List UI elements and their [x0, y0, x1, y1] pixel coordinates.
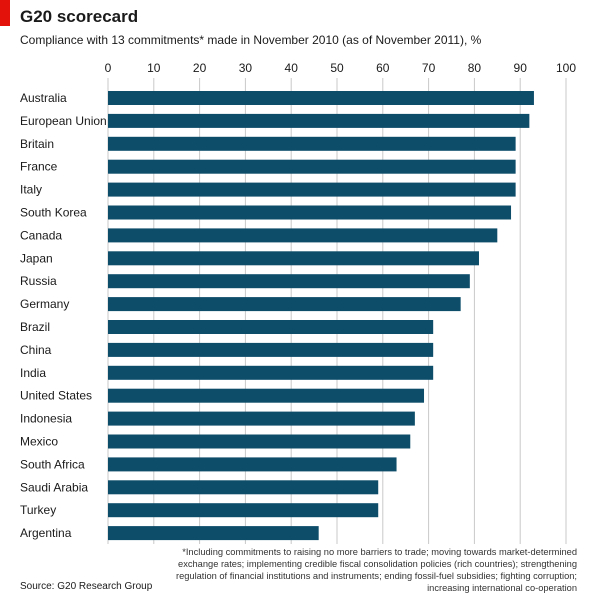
x-tick-label: 40: [285, 61, 299, 75]
category-label: Australia: [20, 91, 67, 105]
bar: [108, 228, 498, 243]
bar: [108, 91, 534, 105]
bar: [108, 251, 479, 266]
bar: [108, 503, 379, 518]
bar: [108, 342, 434, 357]
category-label: Turkey: [20, 503, 56, 517]
source-note: Source: G20 Research Group: [20, 581, 153, 592]
category-label: South Africa: [20, 457, 85, 471]
x-tick-label: 80: [468, 61, 482, 75]
bar: [108, 297, 461, 312]
x-tick-label: 90: [514, 61, 528, 75]
x-tick-label: 50: [330, 61, 344, 75]
x-tick-label: 70: [422, 61, 436, 75]
bar: [108, 159, 516, 174]
category-label: Argentina: [20, 526, 72, 540]
category-label: Mexico: [20, 435, 58, 449]
bar: [108, 274, 470, 289]
category-label: France: [20, 160, 58, 174]
bar: [108, 480, 379, 495]
bar: [108, 434, 411, 449]
bar: [108, 320, 434, 334]
category-label: Russia: [20, 274, 57, 288]
category-label: United States: [20, 389, 92, 403]
bar: [108, 182, 516, 197]
category-label: Indonesia: [20, 412, 72, 426]
category-label: Britain: [20, 137, 54, 151]
chart-subtitle: Compliance with 13 commitments* made in …: [20, 33, 482, 47]
bar: [108, 205, 512, 220]
x-tick-label: 0: [105, 61, 112, 75]
category-label: Canada: [20, 228, 62, 242]
category-label: European Union: [20, 114, 107, 128]
category-label: India: [20, 366, 46, 380]
category-label: South Korea: [20, 206, 87, 220]
x-tick-label: 100: [556, 61, 576, 75]
x-tick-label: 20: [193, 61, 207, 75]
bar: [108, 113, 530, 128]
bar-chart: 0 10 20 30 40 50 60 70 80 90 100 Australia European …: [20, 61, 576, 544]
x-tick-label: 10: [147, 61, 161, 75]
x-tick-label: 30: [239, 61, 253, 75]
category-label: Saudi Arabia: [20, 480, 88, 494]
bar: [108, 388, 425, 403]
bar: [108, 136, 516, 151]
category-label: China: [20, 343, 52, 357]
bar: [108, 411, 415, 426]
brand-accent-bar: [0, 0, 10, 26]
category-label: Brazil: [20, 320, 50, 334]
bar: [108, 526, 319, 541]
bar: [108, 457, 397, 472]
footnote: *Including commitments to raising no mor…: [175, 547, 577, 593]
category-label: Japan: [20, 251, 53, 265]
category-label: Italy: [20, 183, 42, 197]
bar: [108, 365, 434, 380]
chart-title: G20 scorecard: [20, 7, 139, 26]
category-label: Germany: [20, 297, 69, 311]
x-tick-label: 60: [376, 61, 390, 75]
